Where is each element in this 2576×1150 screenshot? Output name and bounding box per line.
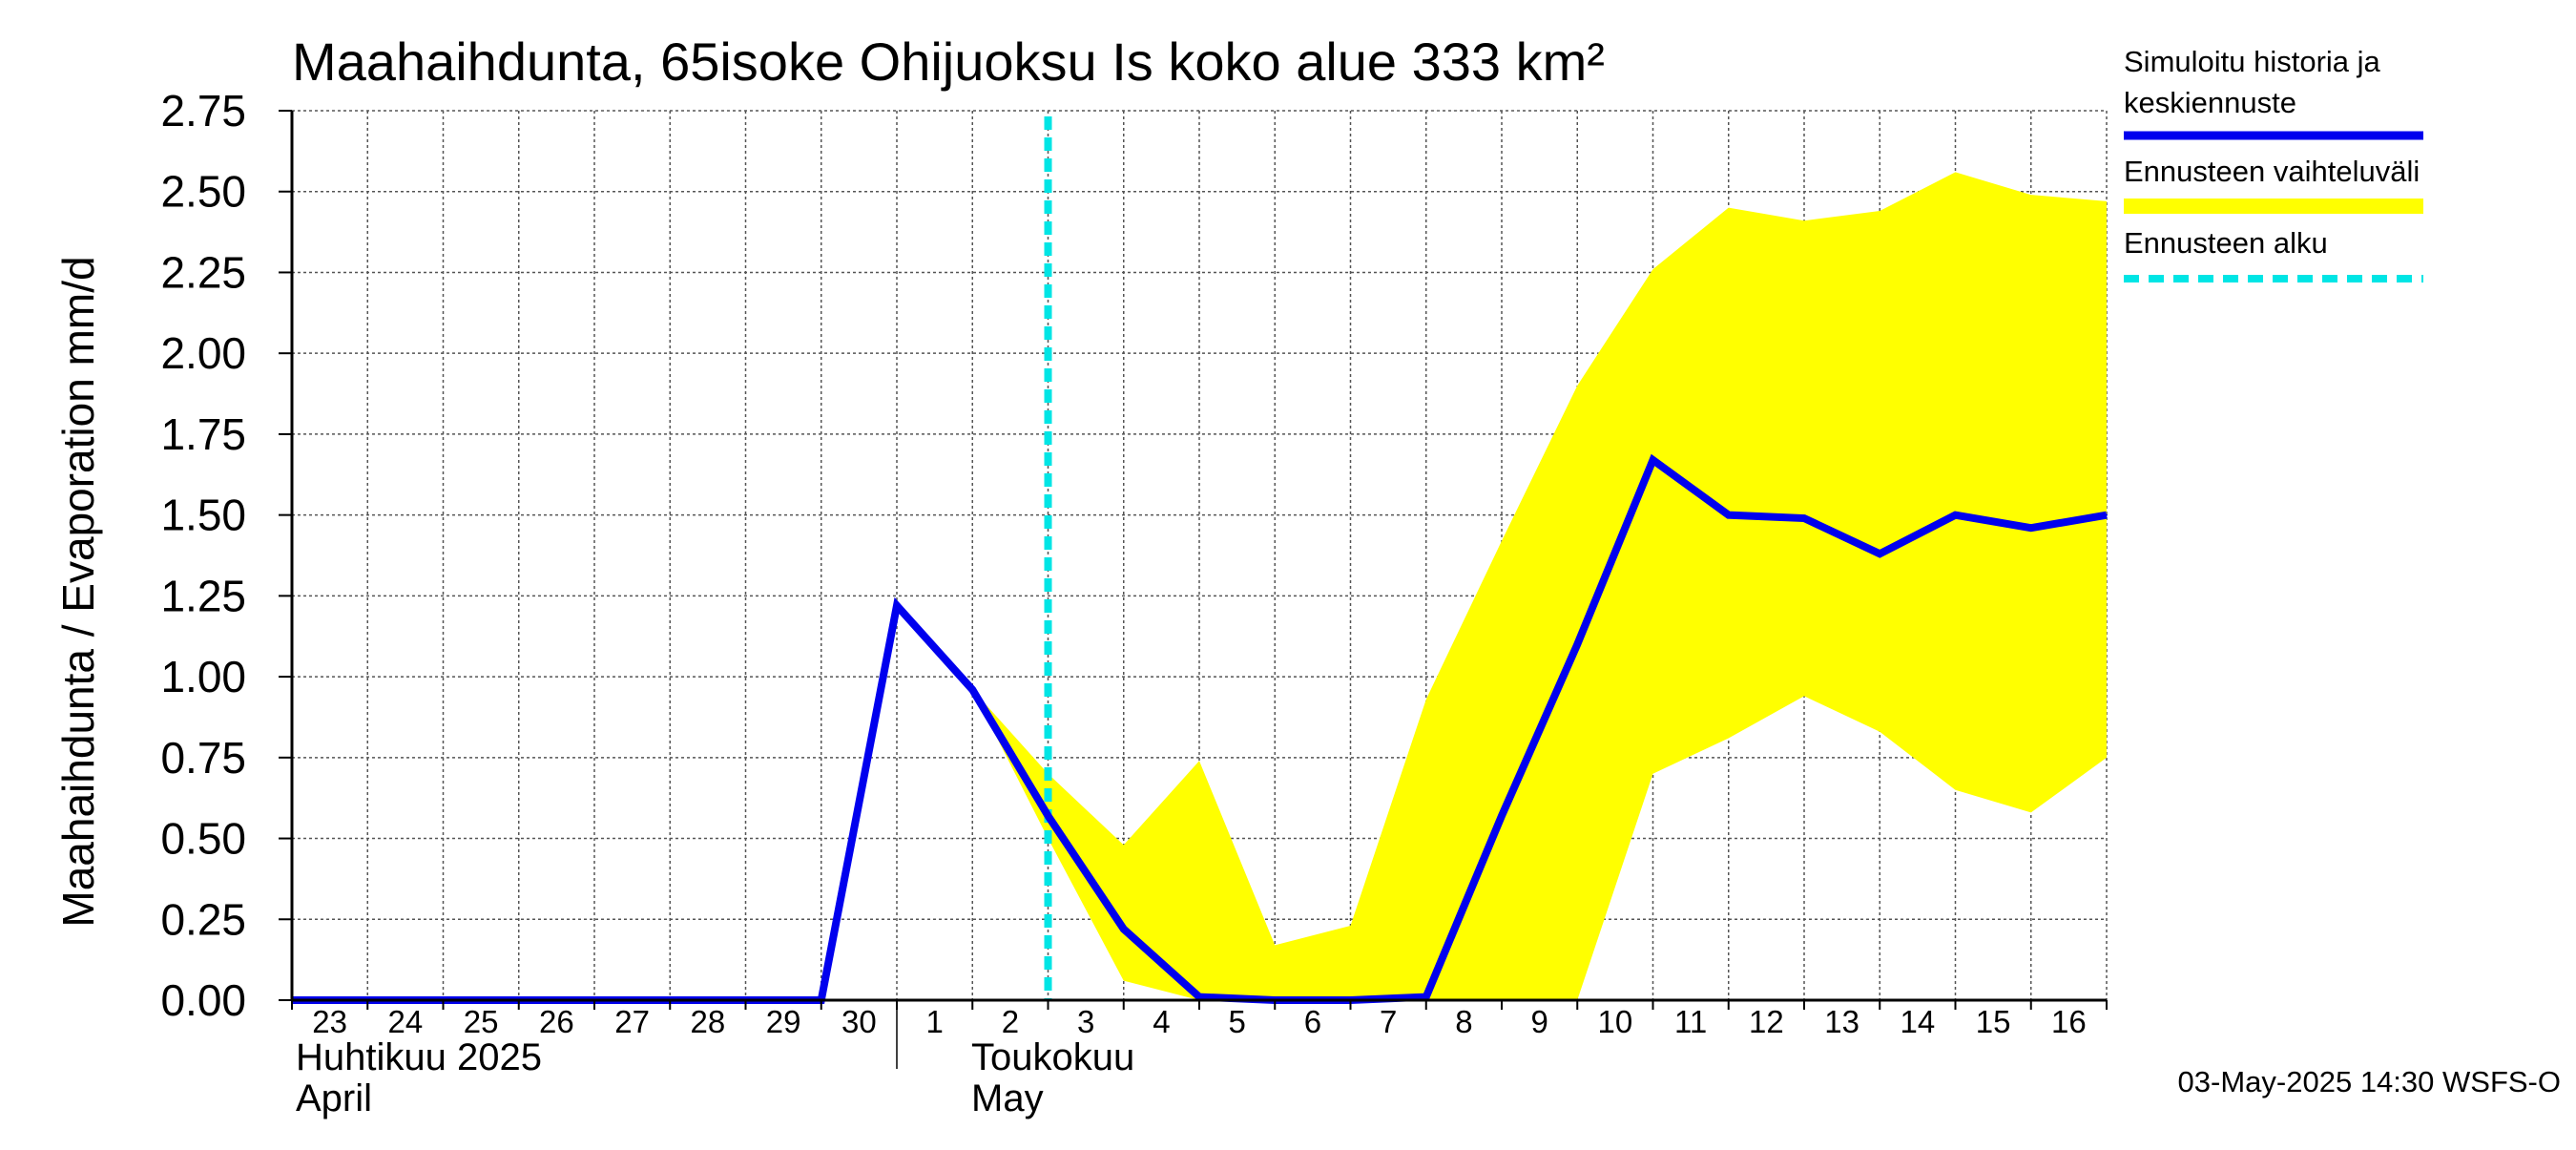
timestamp-footer: 03-May-2025 14:30 WSFS-O xyxy=(2178,1065,2561,1098)
series-point xyxy=(1652,459,1654,462)
x-tick-label: 2 xyxy=(1002,1004,1019,1039)
x-tick-label: 12 xyxy=(1749,1004,1784,1039)
month-label-english: April xyxy=(296,1077,372,1119)
series-point xyxy=(1576,643,1579,646)
x-tick-label: 24 xyxy=(388,1004,424,1039)
y-tick-label: 1.25 xyxy=(160,571,246,620)
y-tick-label: 2.75 xyxy=(160,86,246,136)
forecast-range-layer xyxy=(972,172,2107,1001)
legend-label: Ennusteen alku xyxy=(2124,226,2328,260)
y-tick-label: 2.00 xyxy=(160,328,246,378)
forecast-range-band xyxy=(972,172,2107,1001)
x-tick-label: 8 xyxy=(1455,1004,1472,1039)
y-tick-label: 2.50 xyxy=(160,167,246,217)
series-point xyxy=(1879,553,1881,555)
y-tick-label: 1.50 xyxy=(160,491,246,540)
x-tick-label: 29 xyxy=(766,1004,801,1039)
series-point xyxy=(1198,995,1200,998)
series-point xyxy=(1122,928,1125,930)
x-tick-label: 3 xyxy=(1077,1004,1094,1039)
y-tick-label: 0.25 xyxy=(160,894,246,944)
chart-title: Maahaihdunta, 65isoke Ohijuoksu Is koko … xyxy=(292,31,1605,92)
legend-label: Simuloitu historia ja xyxy=(2124,45,2381,78)
x-tick-label: 30 xyxy=(841,1004,877,1039)
series-point xyxy=(1954,513,1957,516)
y-axis-label: Maahaihdunta / Evaporation mm/d xyxy=(53,256,103,927)
y-tick-label: 0.75 xyxy=(160,733,246,783)
legend-label-line2: keskiennuste xyxy=(2124,86,2296,119)
series-point xyxy=(1424,995,1427,998)
x-tick-label: 1 xyxy=(925,1004,943,1039)
month-label: Toukokuu xyxy=(971,1036,1134,1078)
x-tick-label: 25 xyxy=(464,1004,499,1039)
series-point xyxy=(1501,814,1503,817)
x-tick-label: 28 xyxy=(691,1004,726,1039)
legend-label: Ennusteen vaihteluväli xyxy=(2124,155,2420,188)
x-tick-label: 6 xyxy=(1304,1004,1321,1039)
series-point xyxy=(2029,527,2032,530)
x-tick-label: 16 xyxy=(2051,1004,2087,1039)
x-tick-label: 5 xyxy=(1228,1004,1245,1039)
x-tick-label: 23 xyxy=(312,1004,347,1039)
x-tick-label: 27 xyxy=(614,1004,650,1039)
y-tick-label: 0.00 xyxy=(160,975,246,1025)
series-point xyxy=(1047,814,1049,817)
y-tick-label: 0.50 xyxy=(160,814,246,864)
y-tick-label: 2.25 xyxy=(160,247,246,297)
legend: Simuloitu historia ja keskiennuste Ennuste… xyxy=(2124,45,2423,282)
series-point xyxy=(1727,513,1730,516)
x-tick-label: 7 xyxy=(1380,1004,1397,1039)
x-tick-label: 10 xyxy=(1598,1004,1633,1039)
x-tick-label: 9 xyxy=(1530,1004,1548,1039)
x-tick-label: 13 xyxy=(1824,1004,1859,1039)
y-tick-labels: 0.00 0.25 0.50 0.75 1.00 1.25 1.50 1.75 2.00 2.25… xyxy=(160,86,246,1025)
series-point xyxy=(896,604,898,607)
x-tick-label: 4 xyxy=(1153,1004,1170,1039)
y-tick-label: 1.75 xyxy=(160,409,246,459)
x-tick-label: 11 xyxy=(1674,1004,1707,1039)
x-tick-labels: 23 24 25 26 27 28 29 30 1 2 3 4 5 6 7 8 9 10 11 12 13 14 15 16 xyxy=(312,1004,2086,1039)
month-label: Huhtikuu 2025 xyxy=(296,1036,542,1078)
axes xyxy=(279,110,2108,1069)
x-tick-label: 15 xyxy=(1976,1004,2011,1039)
month-label-english: May xyxy=(971,1077,1044,1119)
series-point xyxy=(1803,517,1805,520)
series-point xyxy=(971,688,974,691)
x-tick-label: 26 xyxy=(539,1004,574,1039)
series-point xyxy=(2106,513,2108,516)
x-tick-label: 14 xyxy=(1901,1004,1936,1039)
y-tick-label: 1.00 xyxy=(160,652,246,701)
